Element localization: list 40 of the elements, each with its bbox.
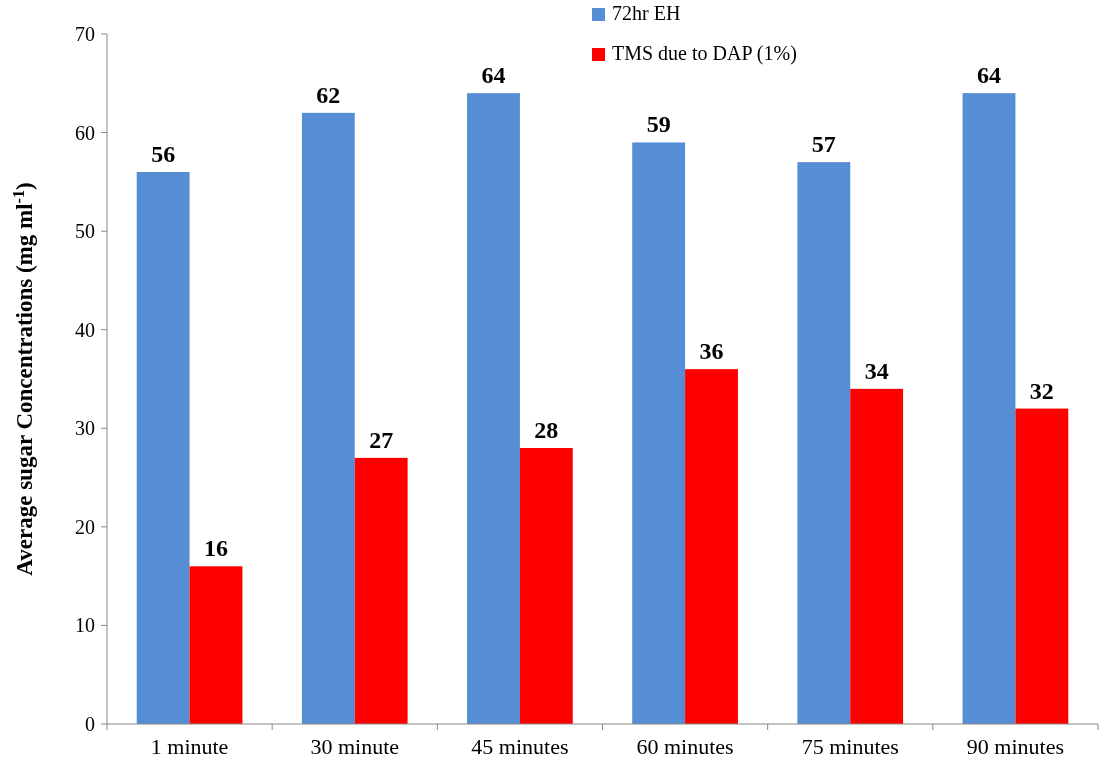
bar	[136, 172, 190, 724]
x-tick-label: 90 minutes	[966, 734, 1064, 759]
data-label: 59	[646, 111, 671, 138]
bar	[632, 142, 686, 724]
y-tick-label: 0	[85, 713, 95, 735]
y-tick-label: 50	[75, 220, 95, 243]
x-tick-label: 45 minutes	[471, 734, 569, 759]
bar	[685, 369, 738, 724]
data-label: 64	[976, 62, 1001, 89]
data-label: 56	[151, 141, 176, 167]
x-tick-label: 30 minute	[310, 734, 400, 759]
y-tick-label: 30	[75, 417, 95, 440]
y-tick-label: 60	[75, 121, 95, 144]
y-tick-label: 40	[75, 318, 95, 341]
data-label: 64	[481, 62, 506, 89]
bar	[189, 566, 243, 724]
data-label: 34	[864, 357, 889, 384]
data-label: 62	[316, 81, 341, 108]
y-tick-label: 10	[75, 614, 95, 637]
x-tick-label: 60 minutes	[636, 734, 734, 759]
x-tick-label: 1 minute	[150, 734, 229, 759]
data-label: 27	[369, 426, 394, 453]
bar	[301, 112, 355, 724]
bar	[962, 93, 1016, 724]
data-label: 32	[1029, 377, 1054, 404]
legend-label: TMS due to DAP (1%)	[612, 42, 797, 65]
x-tick-label: 75 minutes	[801, 734, 899, 759]
bar	[354, 457, 408, 724]
data-label: 36	[699, 338, 724, 365]
bar	[1015, 408, 1069, 724]
bar	[850, 388, 904, 724]
data-label: 57	[811, 131, 836, 158]
bar	[519, 448, 573, 724]
data-label: 16	[204, 535, 229, 562]
bar	[467, 93, 520, 724]
bar	[797, 162, 851, 724]
data-label: 28	[534, 417, 559, 443]
y-tick-label: 70	[75, 23, 95, 45]
legend-label: 72hr EH	[612, 2, 681, 24]
y-tick-label: 20	[75, 515, 95, 538]
